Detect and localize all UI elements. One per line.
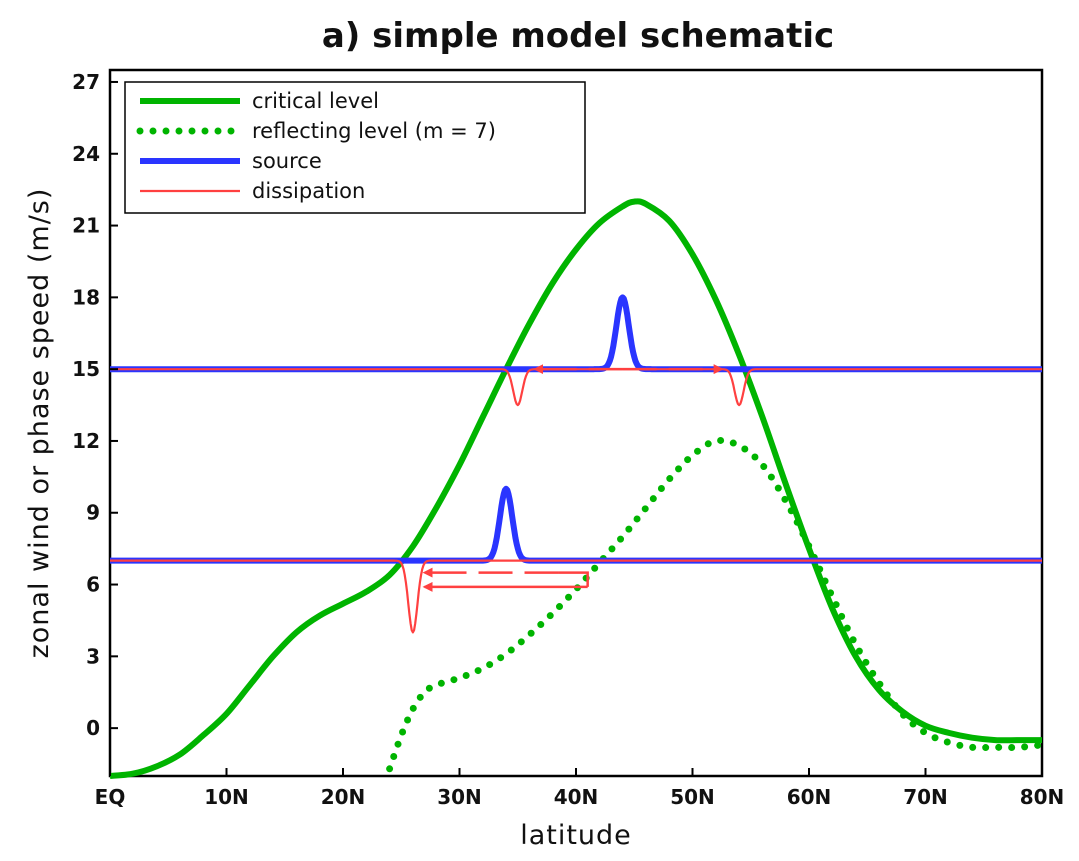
y-tick-label: 9: [86, 501, 100, 525]
critical-level-line: [109, 198, 1042, 779]
source-line-1: [108, 294, 1044, 373]
dissipation-line-2: [110, 559, 1042, 634]
x-tick-label: 20N: [321, 785, 366, 809]
y-tick-label: 0: [86, 716, 100, 740]
source-line-2: [108, 485, 1044, 564]
y-tick-label: 15: [72, 357, 100, 381]
legend-label-2: reflecting level (m = 7): [252, 119, 496, 143]
y-tick-label: 6: [86, 573, 100, 597]
x-tick-label: 70N: [903, 785, 948, 809]
x-axis-label: latitude: [520, 820, 632, 851]
arrow-connector: [558, 571, 589, 587]
x-tick-label: EQ: [95, 785, 126, 809]
y-tick-label: 18: [72, 285, 100, 309]
y-tick-label: 24: [72, 142, 100, 166]
x-tick-label: 50N: [670, 785, 715, 809]
reflecting-level-line: [386, 436, 1046, 773]
x-tick-label: 40N: [554, 785, 599, 809]
axes: EQ 10N 20N 30N 40N 50N 60N 70N 80N 0 3 6 9 12 15 18 21 24…: [72, 70, 1064, 809]
x-tick-label: 60N: [787, 785, 832, 809]
legend-label-3: source: [252, 149, 322, 173]
x-tick-label: 30N: [437, 785, 482, 809]
x-tick-label: 10N: [204, 785, 249, 809]
legend: critical level reflecting level (m = 7) so…: [124, 81, 586, 214]
dissipation-line-1: [110, 368, 1042, 407]
x-tick-label: 80N: [1020, 785, 1065, 809]
y-axis-label: zonal wind or phase speed (m/s): [24, 188, 55, 659]
chart-title: a) simple model schematic: [322, 16, 834, 56]
y-tick-label: 12: [72, 429, 100, 453]
y-tick-label: 21: [72, 214, 100, 238]
legend-label-1: critical level: [252, 89, 379, 113]
y-tick-label: 27: [72, 70, 100, 94]
y-tick-label: 3: [86, 644, 100, 668]
plot-area: [108, 198, 1046, 779]
legend-label-4: dissipation: [252, 179, 365, 203]
